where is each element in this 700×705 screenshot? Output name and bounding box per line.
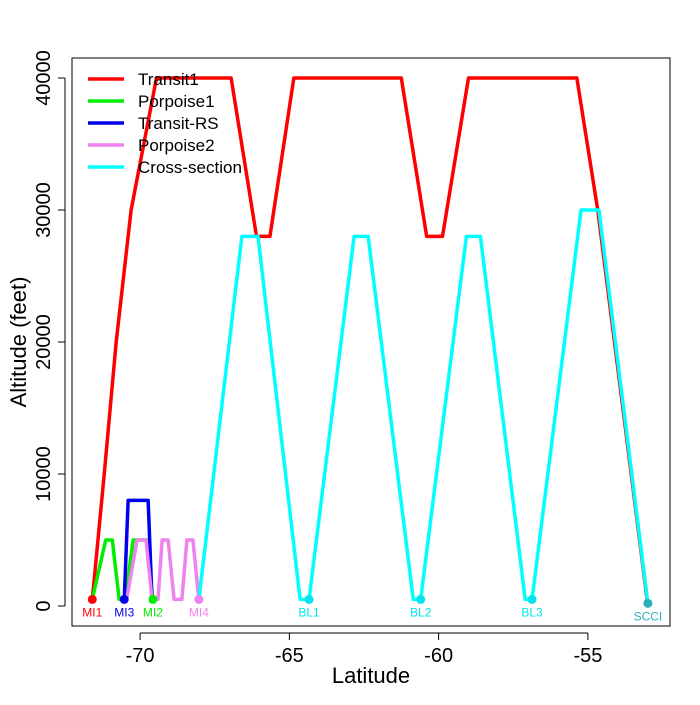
waypoint-label: BL1 <box>298 605 320 619</box>
y-tick-label: 10000 <box>33 446 55 502</box>
x-tick-label: -55 <box>573 645 602 667</box>
waypoint-label: SCCI <box>634 609 663 623</box>
waypoint-label: MI2 <box>143 605 163 619</box>
y-tick-label: 30000 <box>33 182 55 238</box>
x-tick-label: -60 <box>424 645 453 667</box>
plot-frame <box>71 57 671 627</box>
waypoint-marker <box>527 594 537 604</box>
waypoint-marker <box>194 594 204 604</box>
legend-label: Porpoise1 <box>138 92 215 111</box>
legend-label: Transit1 <box>138 70 199 89</box>
waypoint-label: MI1 <box>82 605 102 619</box>
waypoint-marker <box>119 594 129 604</box>
x-tick-label: -70 <box>126 645 155 667</box>
waypoint-marker <box>304 594 314 604</box>
y-tick-label: 0 <box>33 600 55 611</box>
x-axis-label: Latitude <box>332 663 410 688</box>
y-tick-label: 20000 <box>33 314 55 370</box>
waypoint-label: BL2 <box>410 605 432 619</box>
waypoint-label: MI4 <box>189 605 209 619</box>
waypoint-marker <box>643 598 653 608</box>
y-tick-label: 40000 <box>33 50 55 106</box>
legend-label: Transit-RS <box>138 114 219 133</box>
legend-label: Porpoise2 <box>138 136 215 155</box>
y-axis-label: Altitude (feet) <box>6 277 31 408</box>
series-line <box>90 76 650 604</box>
series-line <box>122 498 154 600</box>
waypoint-label: BL3 <box>521 605 543 619</box>
waypoint-label: MI3 <box>114 605 134 619</box>
waypoint-marker <box>416 594 426 604</box>
x-tick-label: -65 <box>275 645 304 667</box>
legend-label: Cross-section <box>138 158 242 177</box>
series-line <box>124 538 201 602</box>
waypoint-marker <box>148 594 158 604</box>
waypoint-marker <box>87 594 97 604</box>
